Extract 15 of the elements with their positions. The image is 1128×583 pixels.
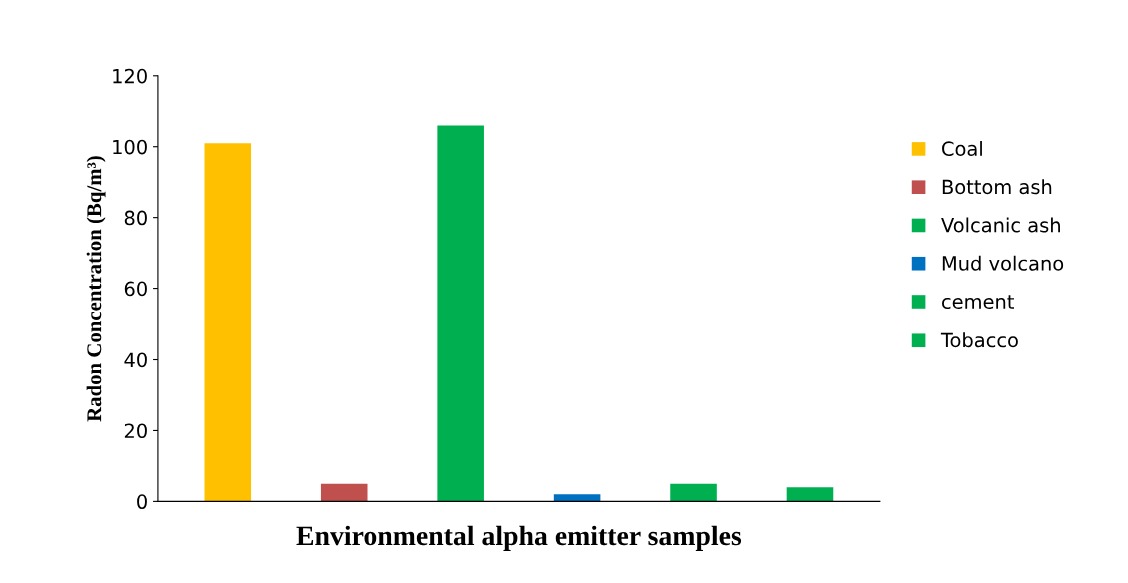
y-axis-title: Radon Concentration (Bq/m³): [86, 156, 106, 422]
legend-label: Volcanic ash: [941, 217, 1060, 233]
y-tick-label: 20: [124, 423, 147, 439]
y-tick-label: 120: [113, 68, 147, 84]
legend-label: Mud volcano: [942, 255, 1064, 271]
x-axis-title: Environmental alpha emitter samples: [296, 525, 742, 551]
y-tick-label: 80: [124, 210, 147, 226]
legend-label: Bottom ash: [942, 179, 1052, 195]
y-tick-label: 40: [124, 352, 147, 368]
y-tick-label: 60: [124, 281, 147, 297]
y-tick-label: 0: [137, 494, 147, 510]
legend-label: Tobacco: [940, 332, 1018, 348]
y-tick-label: 100: [113, 139, 147, 155]
legend-label: cement: [942, 295, 1014, 310]
legend-label: Coal: [942, 140, 982, 157]
